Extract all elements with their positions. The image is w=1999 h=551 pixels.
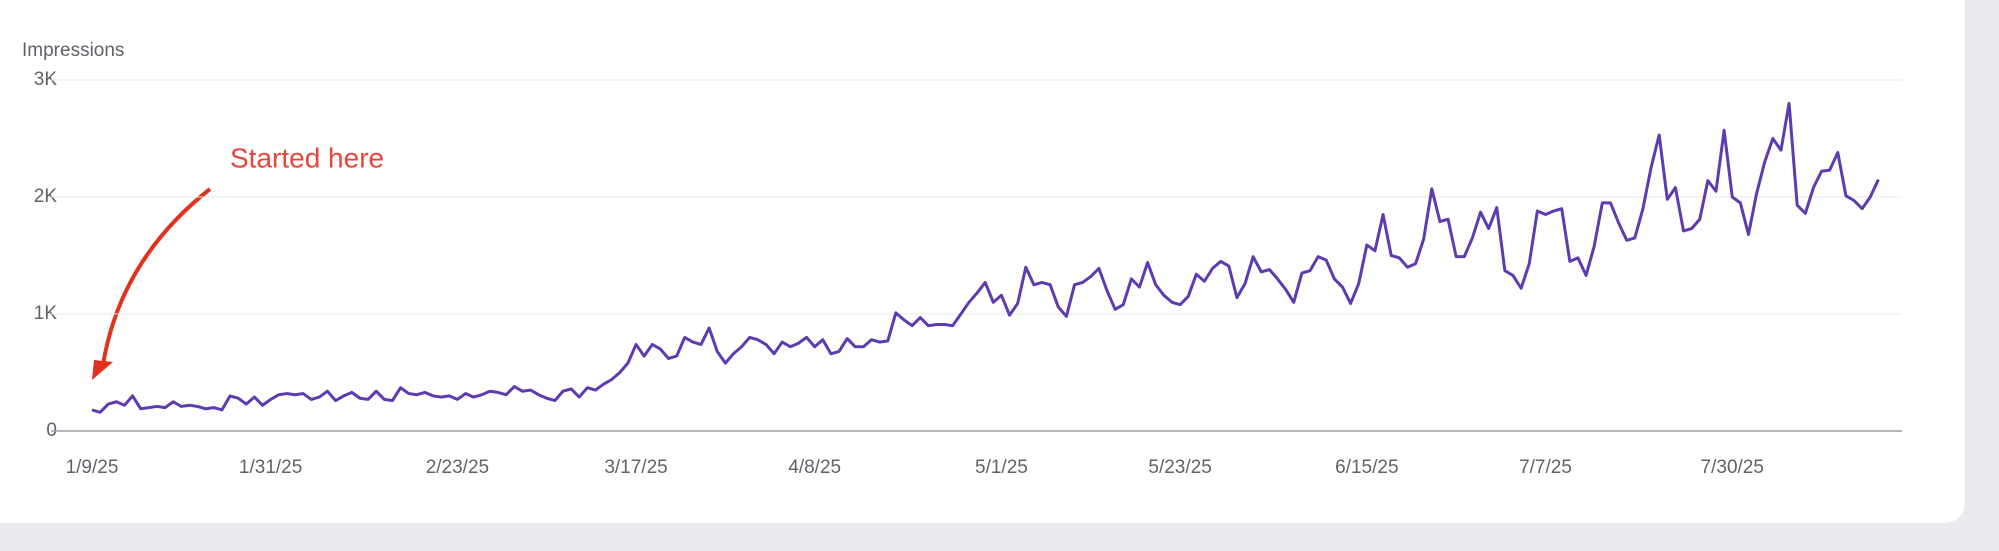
- annotation: Started here: [230, 142, 384, 173]
- series-line: [91, 101, 1880, 414]
- x-tick-label: 6/15/25: [1335, 457, 1398, 478]
- card: [0, 0, 1965, 523]
- y-tick-label: 1K: [34, 303, 58, 324]
- x-tick-label: 7/7/25: [1519, 457, 1572, 478]
- annotation-arrowhead: [92, 360, 113, 380]
- x-tick-label: 5/23/25: [1148, 457, 1211, 478]
- y-tick-label: 2K: [34, 186, 58, 207]
- annotation-arrow: [101, 187, 212, 366]
- x-tick-label: 2/23/25: [426, 457, 489, 478]
- x-tick-label: 1/31/25: [239, 457, 302, 478]
- x-tick-label: 4/8/25: [788, 457, 841, 478]
- x-tick-label: 1/9/25: [66, 457, 119, 478]
- y-tick-label: 3K: [34, 69, 58, 90]
- x-tick-label: 7/30/25: [1701, 457, 1764, 478]
- y-axis-title: Impressions: [22, 40, 124, 61]
- x-tick-label: 3/17/25: [604, 457, 667, 478]
- x-tick-label: 5/1/25: [975, 457, 1028, 478]
